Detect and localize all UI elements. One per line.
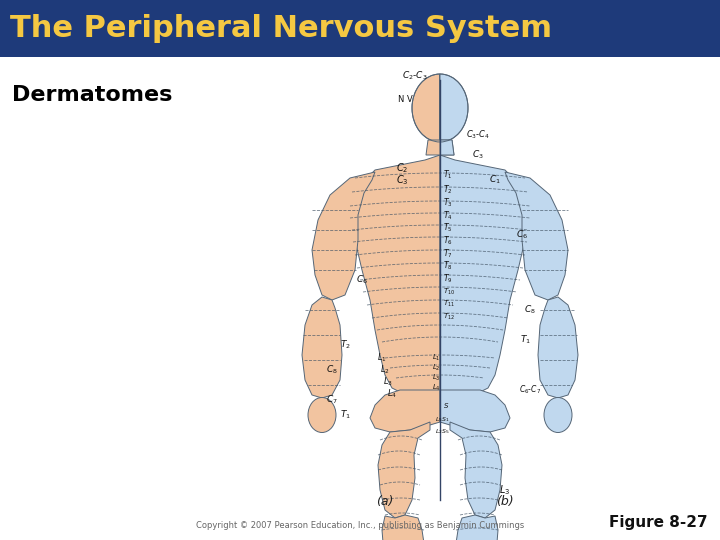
Text: $T_5$: $T_5$ (443, 222, 453, 234)
Text: $C_3$: $C_3$ (396, 173, 408, 187)
Text: $S$: $S$ (443, 402, 449, 410)
Text: N V: N V (397, 96, 413, 105)
Text: $T_1$: $T_1$ (443, 168, 453, 181)
Text: $T_1$: $T_1$ (340, 409, 351, 421)
Ellipse shape (308, 397, 336, 433)
Text: $T_6$: $T_6$ (443, 235, 453, 247)
Text: $T_8$: $T_8$ (443, 260, 453, 272)
Text: The Peripheral Nervous System: The Peripheral Nervous System (10, 14, 552, 43)
Ellipse shape (544, 397, 572, 433)
Text: $L_4$: $L_4$ (432, 383, 441, 393)
Text: (a): (a) (377, 496, 394, 509)
Polygon shape (454, 515, 498, 540)
Text: $C_6$-$C_7$: $C_6$-$C_7$ (519, 384, 541, 396)
Polygon shape (370, 390, 440, 432)
Polygon shape (440, 155, 528, 392)
Text: $C_2$-$C_3$: $C_2$-$C_3$ (402, 70, 428, 82)
Text: $L_3$: $L_3$ (383, 376, 393, 388)
Polygon shape (412, 74, 440, 142)
Text: $T_9$: $T_9$ (443, 273, 453, 285)
Polygon shape (505, 172, 568, 300)
Text: $T_1$: $T_1$ (520, 334, 531, 346)
Text: $T_{11}$: $T_{11}$ (443, 299, 455, 309)
Text: $L_2$: $L_2$ (380, 364, 390, 376)
Polygon shape (302, 297, 342, 398)
Polygon shape (426, 140, 454, 155)
Text: $T_{10}$: $T_{10}$ (443, 287, 455, 297)
Polygon shape (538, 297, 578, 398)
Text: $L_4$: $L_4$ (387, 388, 397, 400)
Text: $C_3$: $C_3$ (472, 148, 484, 161)
Text: $L_1$: $L_1$ (432, 353, 441, 363)
Polygon shape (312, 172, 375, 300)
Text: $L_3$: $L_3$ (500, 483, 510, 497)
Text: $C_8$: $C_8$ (524, 303, 536, 316)
Text: Dermatomes: Dermatomes (12, 85, 172, 105)
Text: $C_6$: $C_6$ (356, 274, 368, 286)
Text: Figure 8-27: Figure 8-27 (609, 515, 708, 530)
Polygon shape (440, 140, 454, 155)
Polygon shape (378, 422, 430, 518)
Polygon shape (440, 74, 468, 142)
Text: Copyright © 2007 Pearson Education, Inc., publishing as Benjamin Cummings: Copyright © 2007 Pearson Education, Inc.… (196, 521, 524, 530)
Text: $T_4$: $T_4$ (443, 210, 453, 222)
Text: $L_2 S_5$: $L_2 S_5$ (435, 428, 450, 436)
Text: $C_1$: $C_1$ (489, 174, 501, 186)
Text: $C_2$: $C_2$ (396, 161, 408, 175)
Text: $L_1$: $L_1$ (377, 352, 387, 365)
Text: $L_2$: $L_2$ (432, 363, 441, 373)
Text: $T_{12}$: $T_{12}$ (443, 312, 455, 322)
Text: $T_3$: $T_3$ (443, 197, 453, 209)
Polygon shape (440, 390, 510, 432)
FancyBboxPatch shape (0, 0, 720, 57)
Text: $C_7$: $C_7$ (326, 394, 338, 406)
Polygon shape (382, 515, 426, 540)
Polygon shape (352, 155, 440, 392)
Text: $T_2$: $T_2$ (443, 184, 453, 196)
Text: $T_2$: $T_2$ (340, 339, 351, 351)
Text: $C_8$: $C_8$ (326, 364, 338, 376)
Text: (b): (b) (496, 496, 514, 509)
Text: $T_7$: $T_7$ (443, 248, 453, 260)
Polygon shape (450, 422, 502, 518)
Text: $L_3$: $L_3$ (432, 373, 441, 383)
Text: $C_6$: $C_6$ (516, 229, 528, 241)
Text: $C_3$-$C_4$: $C_3$-$C_4$ (466, 129, 490, 141)
Text: $L_5 S_1$: $L_5 S_1$ (435, 416, 450, 424)
